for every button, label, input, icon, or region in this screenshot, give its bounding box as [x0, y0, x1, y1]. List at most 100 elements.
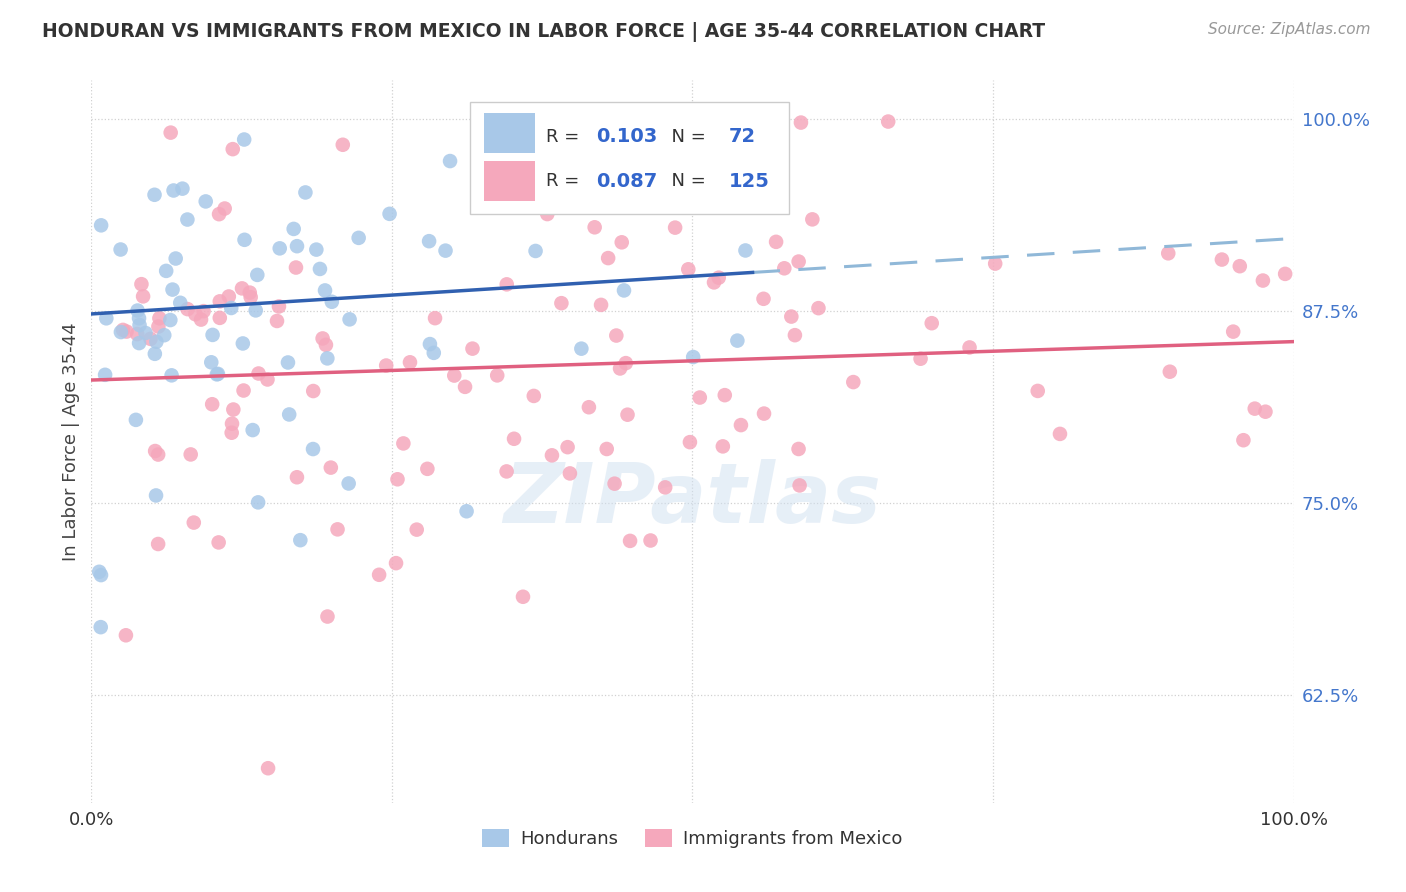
Point [332, 137, 354, 152]
Point [640, 533, 662, 548]
Point [305, 243, 328, 257]
FancyBboxPatch shape [485, 112, 534, 153]
Point [194, 194, 217, 209]
Point [1222, 325, 1244, 339]
Point [337, 476, 360, 491]
Point [1243, 401, 1265, 416]
Point [218, 289, 240, 303]
Point [135, 326, 157, 340]
Point [541, 448, 564, 462]
Point [242, 423, 264, 437]
Point [319, 460, 342, 475]
Point [239, 285, 262, 300]
Point [610, 235, 633, 250]
Text: HONDURAN VS IMMIGRANTS FROM MEXICO IN LABOR FORCE | AGE 35-44 CORRELATION CHART: HONDURAN VS IMMIGRANTS FROM MEXICO IN LA… [42, 22, 1045, 42]
Point [125, 413, 148, 427]
Point [205, 368, 228, 382]
Text: R =: R = [546, 128, 585, 145]
Text: ZIPatlas: ZIPatlas [503, 458, 882, 540]
FancyBboxPatch shape [485, 161, 534, 201]
Point [1229, 259, 1251, 273]
Point [807, 301, 830, 315]
Point [201, 327, 224, 342]
Point [245, 303, 267, 318]
Point [316, 351, 339, 366]
Point [614, 356, 637, 370]
Point [703, 276, 725, 290]
Point [246, 268, 269, 282]
Point [110, 325, 132, 339]
Point [110, 243, 132, 257]
Point [783, 328, 806, 343]
Point [375, 359, 398, 373]
Point [598, 251, 620, 265]
Point [96, 311, 118, 326]
Point [620, 136, 643, 150]
Point [222, 402, 245, 417]
Point [90, 568, 112, 582]
Point [790, 115, 813, 129]
Point [132, 289, 155, 303]
Point [605, 328, 627, 343]
Point [111, 323, 134, 337]
Point [752, 292, 775, 306]
Point [127, 303, 149, 318]
Point [302, 442, 325, 456]
Point [399, 355, 422, 369]
Point [664, 220, 686, 235]
Point [877, 114, 900, 128]
Point [689, 391, 711, 405]
Point [285, 239, 308, 253]
Point [232, 336, 254, 351]
Point [115, 325, 138, 339]
Point [131, 277, 153, 292]
Point [169, 295, 191, 310]
Point [654, 480, 676, 494]
Point [143, 187, 166, 202]
Point [558, 467, 581, 481]
Point [1274, 267, 1296, 281]
Point [679, 435, 702, 450]
Point [311, 331, 333, 345]
Point [90, 620, 112, 634]
Point [148, 319, 170, 334]
Point [578, 401, 600, 415]
Point [278, 408, 301, 422]
Point [495, 464, 517, 478]
Point [232, 384, 254, 398]
Point [233, 233, 256, 247]
Point [439, 154, 461, 169]
Point [583, 220, 606, 235]
Point [688, 184, 710, 198]
Point [314, 284, 336, 298]
Point [247, 495, 270, 509]
Point [419, 337, 441, 351]
Y-axis label: In Labor Force | Age 35-44: In Labor Force | Age 35-44 [62, 322, 80, 561]
Point [89, 565, 111, 579]
Point [321, 294, 343, 309]
Point [153, 328, 176, 343]
Point [159, 126, 181, 140]
Point [385, 556, 408, 570]
Point [266, 314, 288, 328]
Point [569, 342, 592, 356]
Point [127, 327, 149, 342]
Point [616, 408, 638, 422]
Point [326, 522, 349, 536]
Point [495, 277, 517, 292]
Point [176, 212, 198, 227]
Point [416, 462, 439, 476]
Point [339, 312, 361, 326]
Point [162, 283, 184, 297]
Point [387, 472, 409, 486]
Text: N =: N = [659, 128, 711, 145]
Point [713, 388, 735, 402]
Point [294, 186, 316, 200]
Point [267, 300, 290, 314]
Point [231, 281, 253, 295]
Point [155, 264, 177, 278]
Point [315, 338, 337, 352]
Point [1251, 274, 1274, 288]
Point [512, 590, 534, 604]
Text: R =: R = [546, 172, 585, 190]
